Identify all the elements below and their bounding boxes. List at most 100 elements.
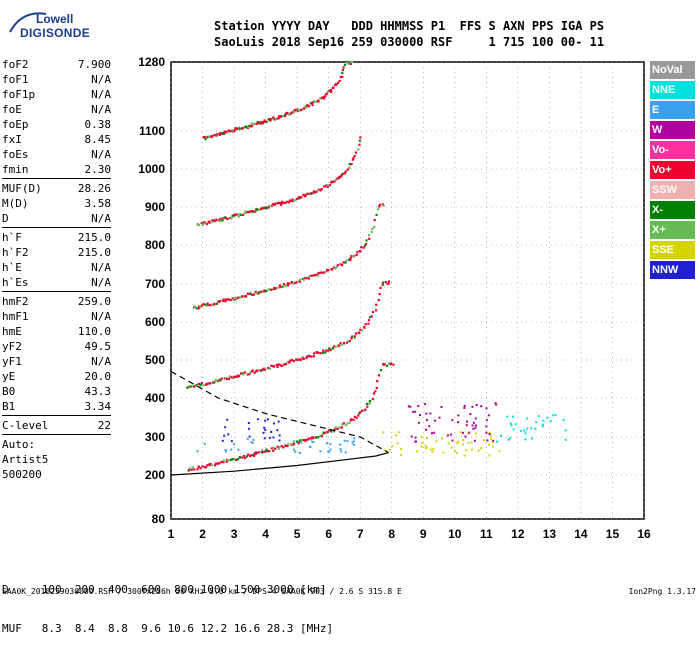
echo-trace-point — [246, 292, 249, 295]
echo-trace-point — [244, 211, 247, 214]
echo-trace-point — [362, 409, 366, 412]
spread-echo-point — [339, 443, 342, 446]
autoscale-info: Artist5 — [2, 453, 49, 466]
echo-trace-point — [231, 458, 234, 461]
x-tick-label: 9 — [420, 527, 427, 541]
echo-trace-point — [375, 386, 378, 390]
echo-trace-point — [325, 349, 328, 352]
plot-frame — [170, 61, 645, 520]
echo-trace-point — [213, 134, 216, 137]
echo-trace-point — [273, 203, 276, 207]
spread-echo-point — [482, 439, 485, 442]
echo-trace-point — [375, 303, 378, 306]
echo-trace-point — [287, 443, 290, 446]
version-label: Ion2Png 1.3.17 — [628, 587, 696, 596]
spread-echo-point — [442, 451, 445, 454]
echo-trace-point — [226, 459, 230, 462]
param-name: foEp — [2, 118, 29, 131]
echo-trace-point — [293, 282, 296, 285]
echo-trace-point — [210, 463, 213, 466]
echo-trace-point — [329, 430, 332, 433]
echo-trace-point — [325, 92, 328, 95]
echo-trace-point — [219, 217, 222, 220]
echo-trace-point — [245, 455, 248, 458]
spread-echo-point — [329, 443, 332, 446]
echo-trace-point — [235, 458, 238, 462]
param-fof1: foF1 N/A — [2, 72, 111, 87]
echo-trace-point — [222, 299, 225, 302]
echo-trace-point — [351, 158, 354, 161]
echo-trace-point — [307, 277, 311, 280]
echo-trace-point — [243, 371, 247, 374]
spread-echo-point — [512, 428, 515, 431]
spread-echo-point — [346, 440, 349, 443]
echo-trace-point — [324, 270, 327, 274]
spread-echo-point — [530, 427, 533, 430]
spread-echo-point — [472, 421, 475, 424]
echo-trace-point — [241, 456, 244, 459]
autoscale-info: Auto: — [2, 438, 36, 451]
echo-trace-point — [272, 116, 275, 119]
echo-trace-point — [284, 284, 287, 287]
echo-trace-point — [332, 347, 335, 350]
echo-trace-point — [286, 284, 290, 287]
spread-echo-point — [224, 448, 227, 451]
echo-trace-point — [295, 281, 298, 284]
echo-trace-point — [342, 261, 345, 264]
echo-trace-point — [219, 300, 222, 303]
echo-trace-point — [239, 213, 243, 216]
echo-trace-point — [330, 90, 333, 94]
echo-trace-point — [341, 75, 344, 79]
echo-trace-point — [279, 203, 283, 206]
param-name: hmF2 — [2, 295, 29, 308]
param-name: foF1 — [2, 73, 29, 86]
echo-trace-point — [262, 120, 266, 124]
echo-trace-point — [311, 103, 314, 106]
echo-trace-point — [321, 351, 324, 354]
echo-trace-point — [318, 188, 321, 191]
echo-trace-point — [197, 382, 200, 386]
spread-echo-point — [451, 439, 454, 442]
echo-trace-point — [251, 122, 255, 126]
echo-trace-point — [259, 121, 262, 124]
echo-trace-point — [359, 411, 362, 414]
echo-trace-point — [219, 379, 222, 382]
echo-trace-point — [298, 439, 301, 442]
echo-trace-point — [302, 193, 305, 197]
echo-trace-point — [232, 214, 235, 217]
x-tick-label: 10 — [448, 527, 462, 541]
echo-trace-point — [342, 66, 345, 69]
spread-echo-point — [474, 426, 477, 429]
echo-trace-point — [214, 378, 217, 382]
spread-echo-point — [457, 421, 460, 424]
echo-trace-point — [202, 384, 205, 387]
x-tick-label: 3 — [231, 527, 238, 541]
param-value: 28.26 — [77, 182, 111, 195]
x-tick-label: 6 — [325, 527, 332, 541]
echo-trace-point — [328, 184, 332, 187]
echo-trace-point — [348, 163, 351, 166]
param-foe: foE N/A — [2, 102, 111, 117]
spread-echo-point — [263, 426, 266, 429]
echo-trace-point — [339, 342, 342, 345]
param-name: foEs — [2, 148, 29, 161]
echo-trace-point — [363, 244, 367, 247]
spread-echo-point — [546, 416, 549, 419]
param-value: 7.900 — [77, 58, 111, 71]
y-tick-label: 80 — [152, 512, 166, 526]
spread-echo-point — [353, 437, 356, 440]
spread-echo-point — [395, 434, 398, 437]
echo-trace-point — [376, 380, 379, 383]
echo-trace-point — [261, 122, 265, 125]
echo-trace-point — [320, 96, 324, 99]
echo-trace-point — [231, 297, 234, 300]
spread-echo-point — [438, 416, 441, 419]
echo-trace-point — [320, 271, 323, 274]
echo-trace-point — [235, 127, 238, 130]
echo-trace-point — [256, 122, 259, 126]
spread-echo-point — [461, 431, 464, 434]
echo-trace-point — [227, 298, 230, 301]
echo-trace-point — [351, 60, 354, 63]
spread-echo-point — [263, 437, 266, 440]
spread-echo-point — [383, 449, 386, 452]
